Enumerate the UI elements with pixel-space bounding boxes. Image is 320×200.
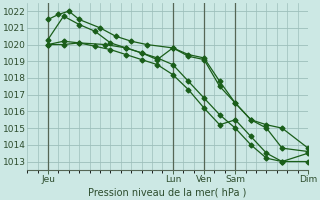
X-axis label: Pression niveau de la mer( hPa ): Pression niveau de la mer( hPa )	[88, 187, 247, 197]
